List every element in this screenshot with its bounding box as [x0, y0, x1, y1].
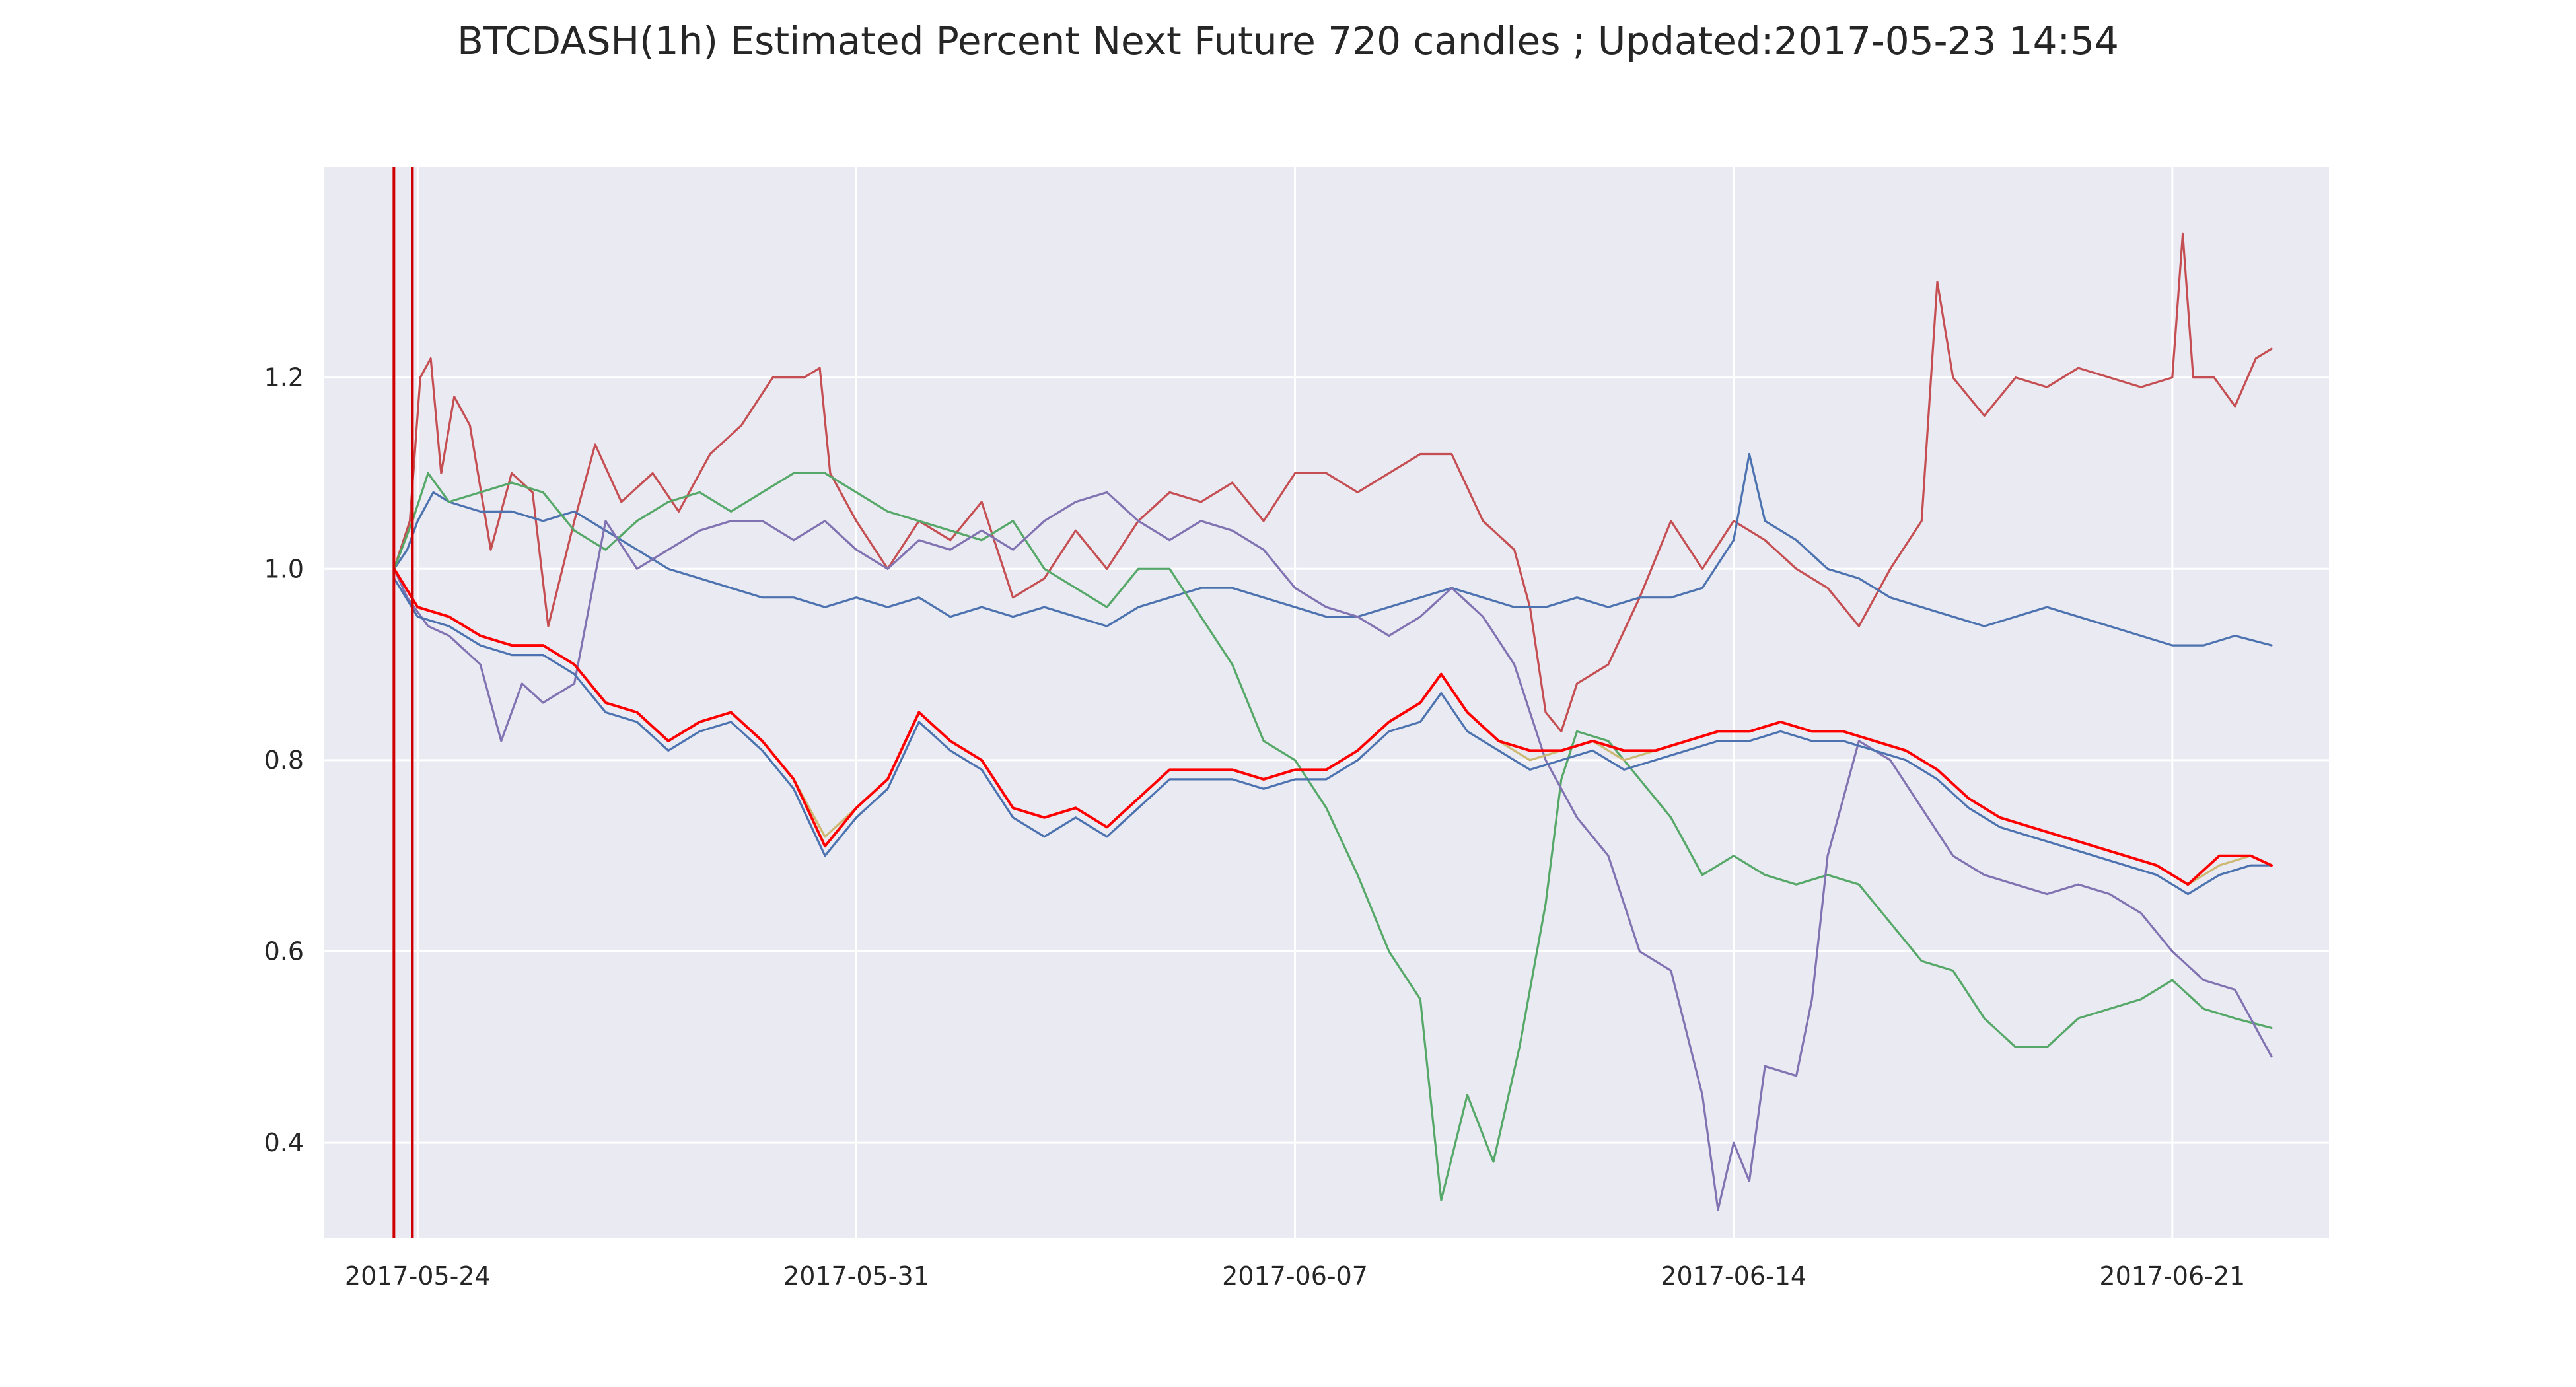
chart-title: BTCDASH(1h) Estimated Percent Next Futur…	[457, 18, 2119, 63]
x-tick-label: 2017-05-31	[783, 1262, 929, 1291]
series-line-4	[393, 491, 2273, 1211]
x-tick-label: 2017-06-14	[1661, 1262, 1807, 1291]
marker-layer	[392, 167, 414, 1238]
series-line-3	[393, 472, 2273, 1201]
series-layer	[392, 232, 2273, 1211]
x-tick-label: 2017-06-07	[1222, 1262, 1368, 1291]
series-line-1	[393, 232, 2273, 733]
x-axis-ticks: 2017-05-24 2017-05-31 2017-06-07 2017-06-14…	[345, 1262, 2245, 1291]
series-line-7	[392, 567, 2273, 886]
grid-layer	[324, 167, 2329, 1238]
y-axis-ticks: 0.4 0.6 0.8 1.0 1.2	[264, 363, 304, 1158]
y-tick-label: 1.2	[264, 363, 304, 392]
x-tick-label: 2017-05-24	[345, 1262, 491, 1291]
y-tick-label: 0.4	[264, 1128, 304, 1157]
y-tick-label: 1.0	[264, 554, 304, 583]
y-tick-label: 0.6	[264, 937, 304, 966]
series-line-6	[393, 577, 2273, 896]
x-tick-label: 2017-06-21	[2099, 1262, 2245, 1291]
y-tick-label: 0.8	[264, 746, 304, 775]
plot-area	[324, 167, 2329, 1238]
